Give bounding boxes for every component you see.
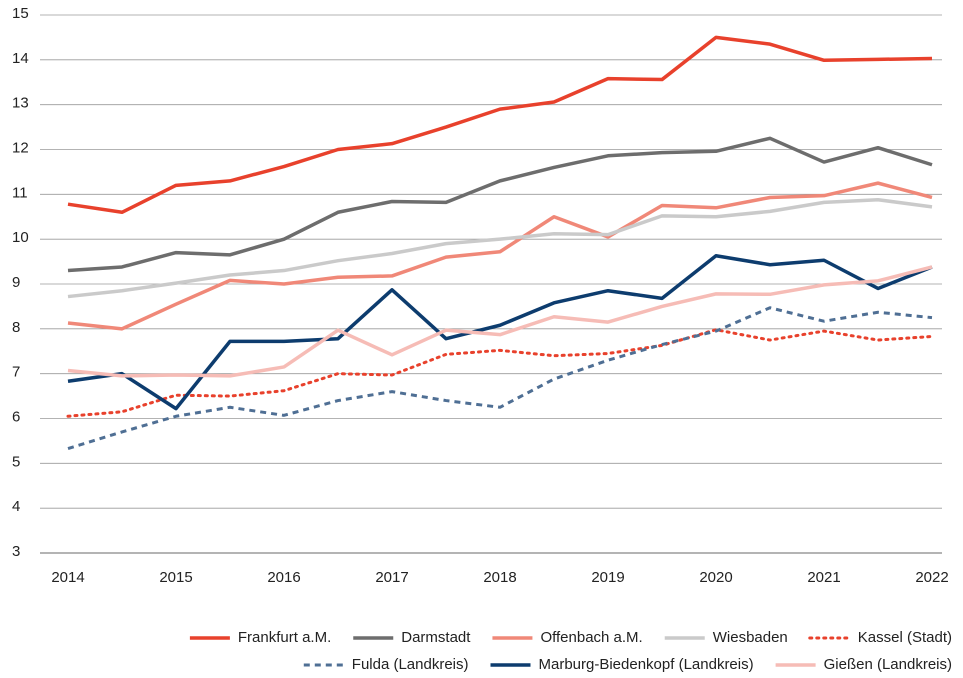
series-line xyxy=(66,328,934,418)
y-tick-label: 5 xyxy=(12,453,20,470)
x-tick-label: 2019 xyxy=(591,569,624,586)
legend-label: Kassel (Stadt) xyxy=(858,629,952,646)
x-tick-label: 2015 xyxy=(159,569,192,586)
y-tick-label: 3 xyxy=(12,543,20,560)
legend-label: Fulda (Landkreis) xyxy=(352,656,469,673)
x-tick-label: 2014 xyxy=(51,569,84,586)
y-tick-label: 6 xyxy=(12,408,20,425)
x-tick-label: 2016 xyxy=(267,569,300,586)
x-tick-label: 2021 xyxy=(807,569,840,586)
series-line xyxy=(67,35,933,215)
legend-label: Darmstadt xyxy=(401,629,471,646)
y-tick-label: 7 xyxy=(12,364,20,381)
legend-label: Offenbach a.M. xyxy=(540,629,642,646)
x-tick-label: 2022 xyxy=(915,569,948,586)
legend-label: Gießen (Landkreis) xyxy=(824,656,952,673)
legend-label: Frankfurt a.M. xyxy=(238,629,331,646)
y-tick-label: 4 xyxy=(12,498,20,515)
y-tick-label: 15 xyxy=(12,5,29,22)
y-tick-label: 8 xyxy=(12,319,20,336)
legend-label: Wiesbaden xyxy=(713,629,788,646)
y-tick-label: 10 xyxy=(12,229,29,246)
series-line xyxy=(67,181,933,331)
y-tick-label: 13 xyxy=(12,95,29,112)
legend-label: Marburg-Biedenkopf (Landkreis) xyxy=(539,656,754,673)
x-tick-label: 2018 xyxy=(483,569,516,586)
x-tick-label: 2017 xyxy=(375,569,408,586)
series-line xyxy=(67,265,933,378)
series-line xyxy=(67,254,933,411)
x-tick-label: 2020 xyxy=(699,569,732,586)
y-tick-label: 12 xyxy=(12,139,29,156)
y-tick-label: 9 xyxy=(12,274,20,291)
series-line xyxy=(67,306,933,450)
series-line xyxy=(67,197,933,299)
y-tick-label: 14 xyxy=(12,50,29,67)
y-tick-label: 11 xyxy=(12,184,28,201)
series-line xyxy=(67,136,933,273)
